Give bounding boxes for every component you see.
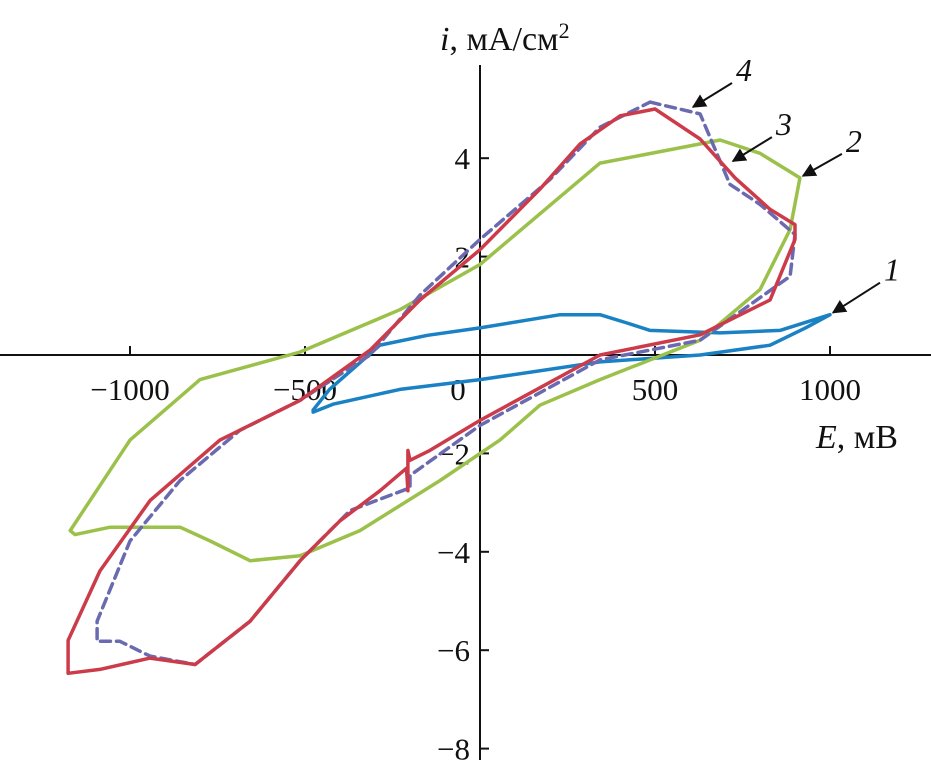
x-tick-label: 0 [450, 372, 466, 407]
curve-3-label: 3 [775, 106, 792, 142]
y-tick-label: −6 [437, 633, 470, 668]
x-tick-label: −500 [273, 372, 337, 407]
curve-4-arrow [691, 82, 733, 108]
curve-4-label: 4 [736, 52, 752, 88]
curve-1-arrow [831, 281, 881, 314]
x-tick-label: 500 [632, 372, 679, 407]
curve-1-label: 1 [884, 252, 900, 288]
curve-2-label: 2 [846, 123, 862, 159]
curve-4 [66, 107, 797, 676]
x-tick-label: 1000 [799, 372, 861, 407]
x-tick-label: −1000 [90, 372, 169, 407]
y-axis-title: i, мА/см2 [440, 18, 570, 58]
x-axis-title: E, мВ [815, 419, 898, 456]
y-tick-label: 4 [455, 141, 471, 176]
curve-2-arrow [801, 153, 843, 177]
curve-2 [68, 138, 802, 563]
curve-1 [311, 312, 832, 414]
curve-3-arrow [731, 136, 773, 162]
y-tick-label: −8 [437, 732, 470, 767]
y-tick-label: −4 [437, 535, 470, 570]
